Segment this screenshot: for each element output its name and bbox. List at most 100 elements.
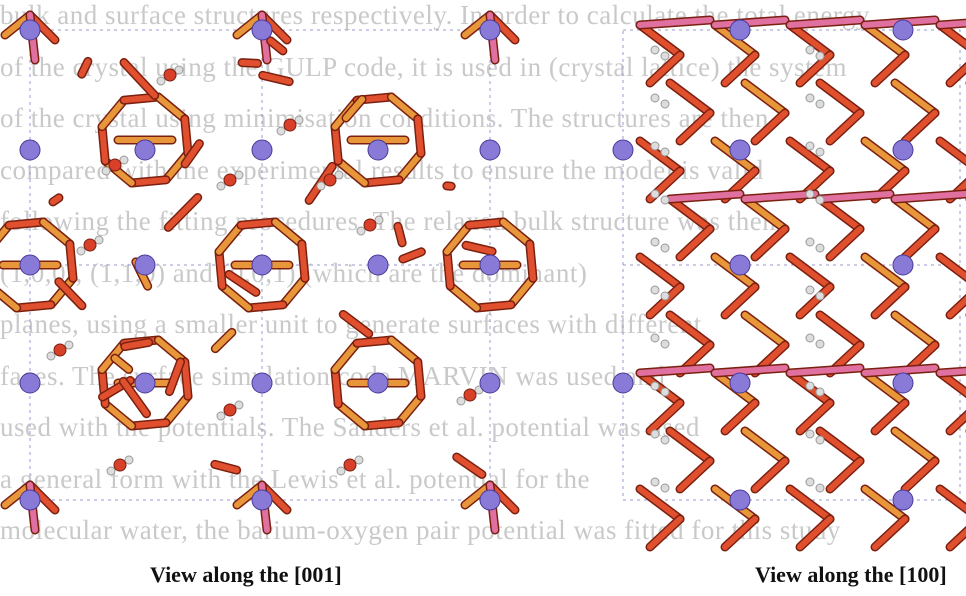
bond bbox=[670, 199, 710, 229]
hydrogen bbox=[661, 244, 669, 252]
barium bbox=[20, 373, 40, 393]
hydrogen bbox=[335, 171, 343, 179]
bond bbox=[800, 55, 830, 83]
bond bbox=[17, 305, 51, 308]
barium bbox=[368, 255, 388, 275]
bond bbox=[830, 229, 860, 257]
bond bbox=[680, 113, 710, 141]
hydrogen bbox=[806, 142, 814, 150]
barium bbox=[135, 140, 155, 160]
hydrogen bbox=[651, 94, 659, 102]
caption: View along the [001] bbox=[150, 562, 342, 588]
bond bbox=[530, 244, 533, 278]
barium bbox=[730, 255, 750, 275]
hydrogen bbox=[806, 286, 814, 294]
barium bbox=[613, 140, 633, 160]
bond bbox=[124, 63, 155, 96]
hydrogen bbox=[102, 167, 110, 175]
oxygen bbox=[464, 389, 476, 401]
bond bbox=[745, 83, 785, 113]
hydrogen bbox=[651, 238, 659, 246]
hydrogen bbox=[125, 456, 133, 464]
bond bbox=[283, 278, 305, 305]
bond bbox=[125, 342, 149, 346]
bond bbox=[650, 519, 680, 547]
hydrogen bbox=[816, 52, 824, 60]
bond bbox=[755, 229, 785, 257]
bond bbox=[905, 113, 935, 141]
hydrogen bbox=[95, 236, 103, 244]
bond bbox=[725, 55, 755, 83]
bond bbox=[800, 519, 830, 547]
hydrogen bbox=[175, 66, 183, 74]
oxygen bbox=[344, 459, 356, 471]
hydrogen bbox=[651, 334, 659, 342]
bond bbox=[391, 97, 418, 119]
bond bbox=[9, 222, 43, 225]
barium bbox=[480, 255, 500, 275]
bond bbox=[820, 83, 860, 113]
bond bbox=[725, 519, 755, 547]
hydrogen bbox=[235, 401, 243, 409]
barium bbox=[893, 255, 913, 275]
bond bbox=[745, 199, 785, 229]
bond bbox=[242, 63, 257, 64]
bond bbox=[830, 113, 860, 141]
bond bbox=[105, 404, 132, 426]
bond bbox=[670, 315, 710, 345]
bond bbox=[418, 362, 421, 396]
bond bbox=[477, 305, 511, 308]
oxygen bbox=[284, 119, 296, 131]
bond bbox=[398, 226, 402, 243]
bond bbox=[185, 362, 188, 396]
hydrogen bbox=[661, 196, 669, 204]
bond bbox=[271, 41, 283, 51]
barium bbox=[893, 20, 913, 40]
hydrogen bbox=[661, 52, 669, 60]
bond bbox=[450, 286, 477, 308]
bond bbox=[790, 257, 830, 287]
hydrogen bbox=[661, 436, 669, 444]
bond bbox=[457, 457, 482, 474]
bond bbox=[895, 315, 935, 345]
barium bbox=[252, 140, 272, 160]
bond bbox=[168, 198, 197, 228]
bond bbox=[102, 127, 105, 161]
hydrogen bbox=[816, 484, 824, 492]
barium bbox=[20, 255, 40, 275]
bond bbox=[158, 97, 185, 119]
hydrogen bbox=[217, 412, 225, 420]
bond bbox=[102, 100, 124, 127]
hydrogen bbox=[661, 340, 669, 348]
barium bbox=[368, 373, 388, 393]
bond bbox=[343, 314, 368, 333]
hydrogen bbox=[337, 467, 345, 475]
hydrogen bbox=[357, 227, 365, 235]
hydrogen bbox=[661, 148, 669, 156]
bond bbox=[70, 244, 73, 278]
bond bbox=[790, 489, 830, 519]
bond bbox=[895, 431, 935, 461]
hydrogen bbox=[816, 196, 824, 204]
bond bbox=[43, 222, 70, 244]
hydrogen bbox=[295, 116, 303, 124]
oxygen bbox=[364, 219, 376, 231]
bond bbox=[875, 287, 905, 315]
bond bbox=[357, 340, 391, 343]
bond bbox=[895, 83, 935, 113]
bond bbox=[469, 222, 503, 225]
hydrogen bbox=[816, 100, 824, 108]
hydrogen bbox=[77, 247, 85, 255]
hydrogen bbox=[107, 467, 115, 475]
bond bbox=[875, 403, 905, 431]
bond bbox=[745, 315, 785, 345]
bond bbox=[365, 180, 399, 183]
bond bbox=[503, 222, 530, 244]
bond bbox=[905, 461, 935, 489]
barium bbox=[480, 140, 500, 160]
bond bbox=[132, 423, 166, 426]
barium bbox=[252, 490, 272, 510]
oxygen bbox=[114, 459, 126, 471]
bond bbox=[166, 396, 188, 423]
hydrogen bbox=[806, 430, 814, 438]
